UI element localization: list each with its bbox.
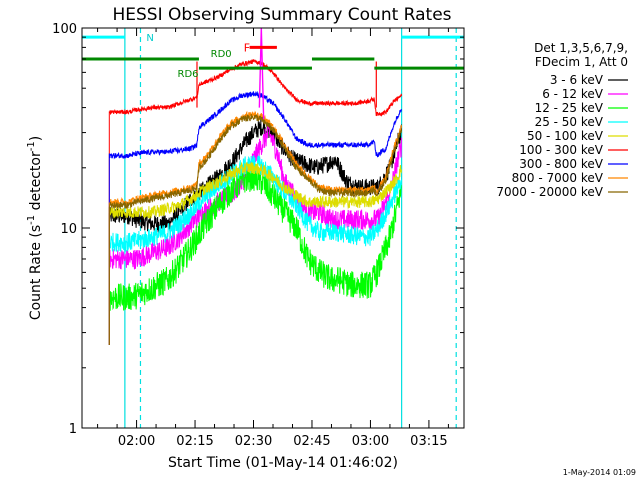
- footer-timestamp: 1-May-2014 01:09: [563, 468, 636, 477]
- chart-title: HESSI Observing Summary Count Rates: [112, 5, 451, 25]
- series-line: [108, 119, 402, 345]
- series-line: [108, 58, 402, 345]
- x-tick-label: 03:15: [410, 434, 447, 449]
- flag-label-rd0: RD0: [211, 49, 232, 60]
- legend-entry: 3 - 6 keV: [550, 73, 604, 87]
- legend-entry: 6 - 12 keV: [542, 87, 604, 101]
- series-line: [108, 91, 402, 345]
- y-axis-label: Count Rate (s-1 detector-1): [26, 136, 44, 320]
- legend-entry: 50 - 100 keV: [527, 129, 604, 143]
- y-tick-label: 10: [60, 222, 77, 237]
- series-lines: [108, 27, 402, 345]
- y-axis-label-sup2: -1: [26, 141, 37, 151]
- x-tick-label: 02:45: [293, 434, 330, 449]
- x-axis: 02:00 02:15 02:30 02:45 03:00 03:15: [97, 28, 449, 449]
- x-tick-label: 02:30: [235, 434, 272, 449]
- y-axis-label-sup: -1: [26, 215, 37, 225]
- y-tick-label: 1: [69, 422, 77, 437]
- x-tick-label: 02:15: [176, 434, 213, 449]
- y-axis: 1 10 100: [52, 22, 464, 437]
- flag-label-f: F: [244, 41, 250, 54]
- legend-entry: 100 - 300 keV: [519, 143, 603, 157]
- y-axis-label-main: Count Rate (s: [28, 225, 44, 320]
- legend-entry: 25 - 50 keV: [535, 115, 604, 129]
- y-tick-label: 100: [52, 22, 77, 37]
- legend-entry: 300 - 800 keV: [519, 157, 603, 171]
- series-line: [108, 110, 402, 345]
- series-line: [108, 161, 402, 345]
- legend-entry: 12 - 25 keV: [535, 101, 604, 115]
- legend-entry: 7000 - 20000 keV: [496, 185, 603, 199]
- plot-frame: [81, 27, 465, 429]
- legend-header-2: FDecim 1, Att 0: [535, 55, 628, 69]
- y-axis-label-tail: detector: [28, 151, 44, 215]
- series-line: [108, 163, 402, 345]
- legend-entry: 800 - 7000 keV: [512, 171, 604, 185]
- flare-spike: [258, 27, 265, 120]
- series-line: [108, 113, 402, 345]
- flag-label-n: N: [146, 33, 153, 44]
- y-axis-label-end: ): [28, 136, 44, 141]
- x-axis-label: Start Time (01-May-14 01:46:02): [168, 455, 398, 471]
- x-tick-label: 02:00: [118, 434, 155, 449]
- flag-bars: N RD0 RD6 F: [82, 33, 464, 80]
- flag-label-rd6: RD6: [178, 69, 199, 80]
- legend-header-1: Det 1,3,5,6,7,9,: [534, 41, 628, 55]
- x-tick-label: 03:00: [352, 434, 389, 449]
